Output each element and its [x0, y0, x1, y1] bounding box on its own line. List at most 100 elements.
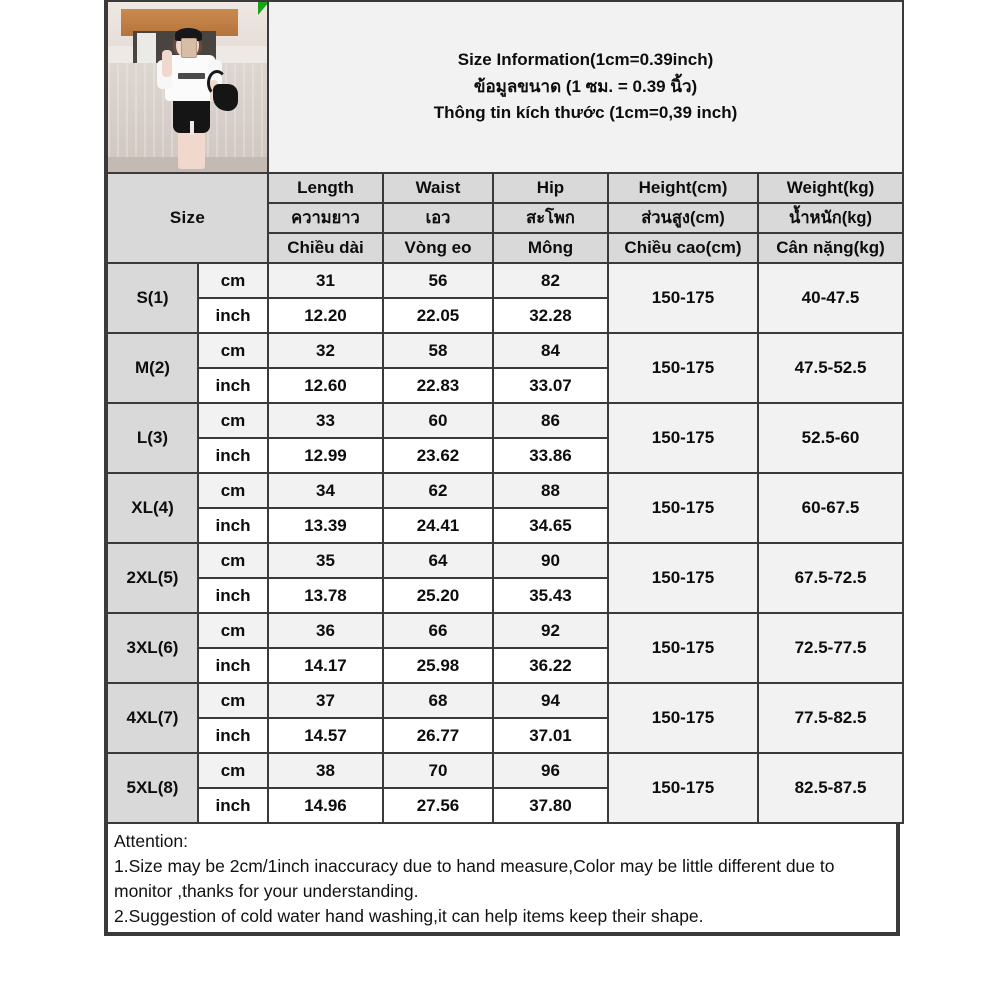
cell-waist-inch-4: 25.20 — [382, 577, 494, 614]
table-row: inch 14.57 26.77 37.01 — [107, 717, 903, 754]
unit-inch-7: inch — [197, 787, 269, 824]
table-row: 4XL(7) cm 37 68 94 150-175 77.5-82.5 — [106, 682, 905, 754]
cell-length-inch-1: 12.60 — [267, 367, 384, 404]
cell-hip-inch-5: 36.22 — [492, 647, 609, 684]
column-header-0-en: Length — [267, 172, 384, 204]
table-row: 2XL(5) cm 35 64 90 150-175 67.5-72.5 — [106, 542, 905, 614]
note-line-1: Attention: — [114, 831, 188, 851]
unit-cm-6: cm — [197, 682, 269, 719]
cell-waist-inch-7: 27.56 — [382, 787, 494, 824]
unit-cm-3: cm — [197, 472, 269, 509]
column-header-3-en: Height(cm) — [607, 172, 759, 204]
cell-weight-7: 82.5-87.5 — [756, 752, 905, 824]
table-row: L(3) cm 33 60 86 150-175 52.5-60 — [106, 402, 905, 474]
cell-waist-inch-3: 24.41 — [382, 507, 494, 544]
cell-length-cm-5: 36 — [267, 612, 384, 649]
size-label-1: M(2) — [106, 332, 199, 404]
cell-length-inch-7: 14.96 — [267, 787, 384, 824]
cell-weight-1: 47.5-52.5 — [756, 332, 905, 404]
unit-cm-5: cm — [197, 612, 269, 649]
cell-weight-6: 77.5-82.5 — [756, 682, 905, 754]
size-label-6: 4XL(7) — [106, 682, 199, 754]
cell-length-inch-2: 12.99 — [267, 437, 384, 474]
cell-height-6: 150-175 — [607, 682, 759, 754]
cell-hip-cm-0: 82 — [492, 262, 609, 299]
column-header-4-vi: Cân nặng(kg) — [756, 232, 905, 264]
table-row: inch 14.17 25.98 36.22 — [107, 647, 903, 684]
title-line-1: Size Information(1cm=0.39inch) — [457, 50, 714, 70]
cell-length-cm-7: 38 — [267, 752, 384, 789]
cell-waist-cm-1: 58 — [382, 332, 494, 369]
size-chart-frame: Size Information(1cm=0.39inch) ข้อมูลขนาด… — [104, 0, 905, 937]
unit-inch-2: inch — [197, 437, 269, 474]
cell-length-inch-4: 13.78 — [267, 577, 384, 614]
cell-hip-inch-0: 32.28 — [492, 297, 609, 334]
column-header-0-vi: Chiều dài — [267, 232, 384, 264]
cell-hip-cm-1: 84 — [492, 332, 609, 369]
cell-hip-inch-6: 37.01 — [492, 717, 609, 754]
cell-hip-inch-3: 34.65 — [492, 507, 609, 544]
column-header-row-vi: Chiều dài Vòng eo Mông Chiều cao(cm) Cân nặn… — [107, 232, 905, 264]
unit-inch-3: inch — [197, 507, 269, 544]
cell-waist-cm-6: 68 — [382, 682, 494, 719]
note-line-2: 1.Size may be 2cm/1inch inaccuracy due t… — [114, 855, 835, 876]
cell-length-inch-0: 12.20 — [267, 297, 384, 334]
column-header-2-th: สะโพก — [492, 202, 609, 234]
cell-hip-cm-2: 86 — [492, 402, 609, 439]
unit-inch-6: inch — [197, 717, 269, 754]
table-row: M(2) cm 32 58 84 150-175 47.5-52.5 — [106, 332, 905, 404]
attention-note: Attention: 1.Size may be 2cm/1inch inaccu… — [106, 824, 898, 935]
unit-cm-7: cm — [197, 752, 269, 789]
cell-hip-cm-5: 92 — [492, 612, 609, 649]
cell-height-4: 150-175 — [607, 542, 759, 614]
cell-length-cm-1: 32 — [267, 332, 384, 369]
unit-inch-0: inch — [197, 297, 269, 334]
cell-weight-5: 72.5-77.5 — [756, 612, 905, 684]
column-header-row-th: ความยาว เอว สะโพก ส่วนสูง(cm) น้ำหนัก(kg) — [107, 202, 905, 234]
note-line-4: 2.Suggestion of cold water hand washing,… — [114, 905, 704, 926]
cell-waist-inch-1: 22.83 — [382, 367, 494, 404]
table-row: inch 14.96 27.56 37.80 — [107, 787, 903, 824]
cell-length-cm-6: 37 — [267, 682, 384, 719]
unit-inch-5: inch — [197, 647, 269, 684]
cell-hip-inch-7: 37.80 — [492, 787, 609, 824]
cell-height-2: 150-175 — [607, 402, 759, 474]
header-banner-row: Size Information(1cm=0.39inch) ข้อมูลขนาด… — [106, 0, 905, 174]
column-header-4-th: น้ำหนัก(kg) — [756, 202, 905, 234]
title-line-2: ข้อมูลขนาด (1 ซม. = 0.39 นิ้ว) — [473, 76, 698, 96]
cell-waist-inch-6: 26.77 — [382, 717, 494, 754]
table-row: XL(4) cm 34 62 88 150-175 60-67.5 — [106, 472, 905, 544]
column-header-1-en: Waist — [382, 172, 494, 204]
cell-weight-2: 52.5-60 — [756, 402, 905, 474]
unit-cm-4: cm — [197, 542, 269, 579]
cell-waist-cm-2: 60 — [382, 402, 494, 439]
cell-waist-cm-0: 56 — [382, 262, 494, 299]
column-header-1-vi: Vòng eo — [382, 232, 494, 264]
table-row: inch 12.99 23.62 33.86 — [107, 437, 903, 474]
cell-waist-inch-0: 22.05 — [382, 297, 494, 334]
size-column-header: Size — [106, 172, 269, 264]
cell-hip-inch-2: 33.86 — [492, 437, 609, 474]
column-header-2-en: Hip — [492, 172, 609, 204]
cell-hip-inch-1: 33.07 — [492, 367, 609, 404]
cell-hip-cm-3: 88 — [492, 472, 609, 509]
size-label-0: S(1) — [106, 262, 199, 334]
cell-hip-inch-4: 35.43 — [492, 577, 609, 614]
cell-height-3: 150-175 — [607, 472, 759, 544]
unit-cm-2: cm — [197, 402, 269, 439]
column-header-3-th: ส่วนสูง(cm) — [607, 202, 759, 234]
table-row: 5XL(8) cm 38 70 96 150-175 82.5-87.5 — [106, 752, 905, 824]
column-header-4-en: Weight(kg) — [756, 172, 905, 204]
unit-inch-4: inch — [197, 577, 269, 614]
cell-length-cm-3: 34 — [267, 472, 384, 509]
table-row: S(1) cm 31 56 82 150-175 40-47.5 — [106, 262, 905, 334]
cell-waist-cm-5: 66 — [382, 612, 494, 649]
unit-cm-0: cm — [197, 262, 269, 299]
size-information-title: Size Information(1cm=0.39inch) ข้อมูลขนาด… — [266, 0, 905, 174]
cell-length-inch-6: 14.57 — [267, 717, 384, 754]
table-row: inch 13.39 24.41 34.65 — [107, 507, 903, 544]
size-label-3: XL(4) — [106, 472, 199, 544]
unit-inch-1: inch — [197, 367, 269, 404]
cell-length-cm-0: 31 — [267, 262, 384, 299]
